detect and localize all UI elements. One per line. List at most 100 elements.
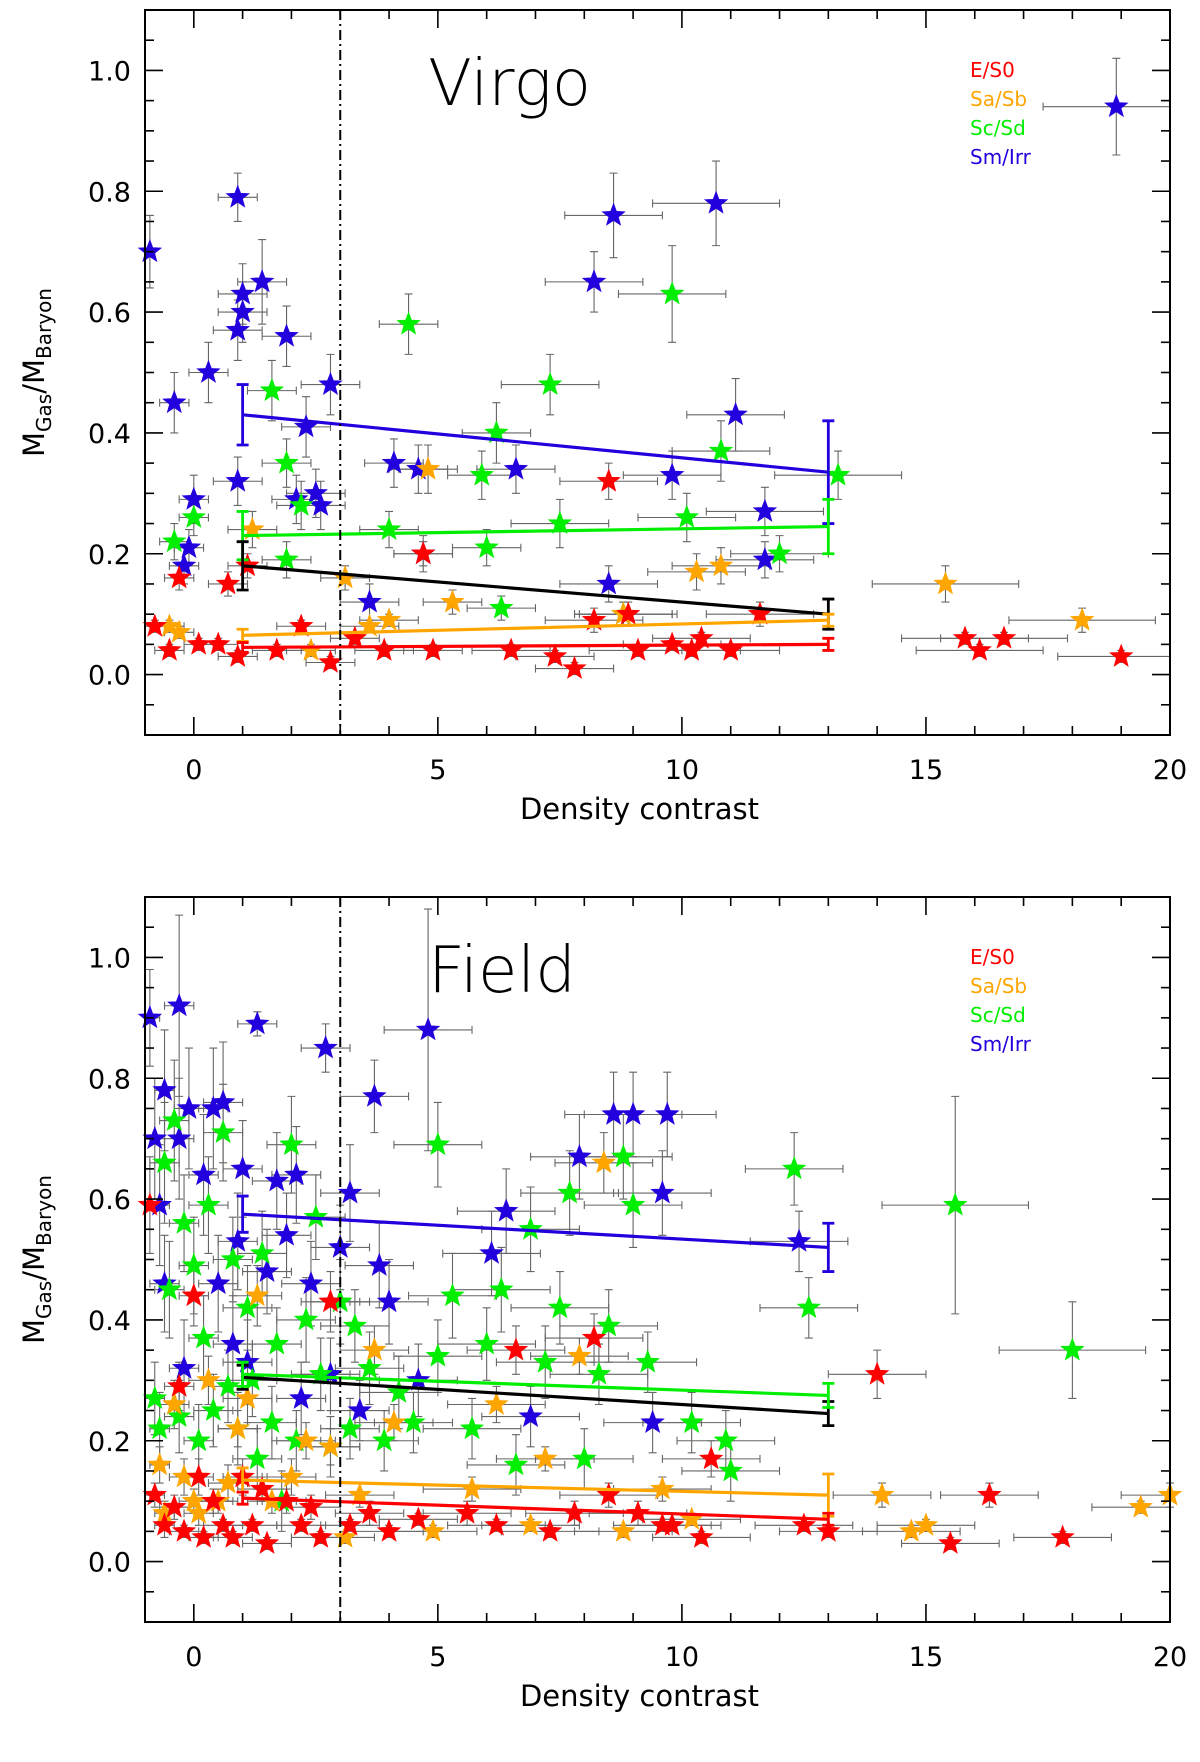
virgo-star-es0 (166, 565, 192, 589)
field-star-scsd (279, 1131, 304, 1156)
virgo-star-scsd (489, 595, 514, 619)
virgo-star-sasb (708, 552, 734, 577)
field-star-scsd (342, 1313, 368, 1337)
virgo-star-scsd (274, 450, 299, 474)
virgo-x-axis-label: Density contrast (520, 792, 759, 826)
field-star-smirr (274, 1222, 299, 1246)
field-star-sasb (567, 1343, 592, 1367)
field-legend-smirr: Sm/Irr (970, 1032, 1032, 1056)
field-errbar-sasb (1091, 1500, 1171, 1514)
virgo-star-smirr (274, 323, 299, 347)
field-axis-ticks: 0 5 10 15 20 0.0 0.2 0.4 0.6 0.8 1.0 (88, 896, 1187, 1673)
field-star-scsd (572, 1446, 597, 1470)
virgo-ytick-label: 0.6 (88, 298, 131, 329)
field-star-smirr (313, 1035, 338, 1059)
field-star-scsd (781, 1156, 807, 1180)
virgo-star-smirr (225, 184, 251, 208)
field-star-scsd (264, 1331, 290, 1355)
virgo-star-es0 (952, 625, 978, 649)
field-star-scsd (357, 1355, 382, 1379)
virgo-trend-err-smirr (236, 383, 249, 447)
field-star-es0 (454, 1500, 480, 1524)
field-star-scsd (220, 1246, 246, 1270)
field-star-scsd (635, 1349, 661, 1373)
field-star-scsd (489, 1276, 514, 1301)
virgo-star-smirr (137, 238, 163, 263)
virgo-ytick-label: 0.8 (88, 177, 131, 208)
virgo-ytick-label: 0.2 (88, 540, 131, 571)
field-star-smirr (298, 1270, 324, 1295)
field-star-smirr (284, 1162, 309, 1186)
field-star-scsd (796, 1294, 822, 1319)
field-star-smirr (347, 1397, 373, 1421)
field-star-scsd (293, 1307, 319, 1331)
field-star-es0 (698, 1446, 724, 1470)
virgo-trend-sasb (242, 618, 829, 637)
field-star-scsd (718, 1458, 743, 1482)
field-trend-err-es0 (236, 1490, 249, 1506)
virgo-star-smirr (1104, 93, 1129, 118)
virgo-xtick-label: 15 (909, 755, 943, 786)
virgo-trend-err-es0 (236, 641, 249, 654)
field-star-smirr (654, 1101, 680, 1125)
virgo-star-sasb (440, 589, 465, 613)
field-star-sasb (147, 1452, 172, 1476)
virgo-star-smirr (249, 269, 275, 293)
virgo-star-es0 (718, 637, 743, 661)
field-trend-err-scsd (822, 1381, 835, 1409)
field-star-scsd (532, 1349, 558, 1373)
virgo-star-es0 (967, 637, 992, 661)
field-star-scsd (147, 1415, 172, 1440)
field-star-es0 (791, 1512, 817, 1536)
field-trend-sasb (242, 1478, 829, 1497)
virgo-star-scsd (474, 534, 499, 559)
field-star-scsd (186, 1427, 211, 1452)
virgo-panel: 0 5 10 15 20 0.0 0.2 0.4 0.6 0.8 1.0 Virgo E/S0 Sa… (17, 9, 1187, 826)
field-star-sasb (162, 1391, 187, 1415)
virgo-star-sasb (684, 559, 709, 583)
field-star-es0 (201, 1488, 226, 1512)
virgo-star-smirr (181, 486, 207, 510)
field-star-sasb (347, 1482, 373, 1506)
virgo-star-scsd (708, 438, 734, 462)
field-star-smirr (137, 1004, 163, 1029)
virgo-star-smirr (596, 571, 621, 595)
field-star-smirr (205, 1270, 231, 1295)
field-star-scsd (503, 1452, 529, 1476)
virgo-star-es0 (288, 613, 314, 637)
field-star-es0 (337, 1512, 363, 1536)
field-trend-lines (236, 1194, 835, 1527)
field-star-es0 (938, 1530, 963, 1554)
field-star-smirr (337, 1180, 363, 1204)
field-star-smirr (518, 1403, 543, 1427)
field-star-scsd (152, 1149, 177, 1174)
field-star-scsd (162, 1107, 187, 1131)
virgo-star-sasb (166, 619, 192, 643)
field-ylabel-slash: /M (17, 1246, 51, 1281)
field-star-sasb (235, 1385, 260, 1409)
field-star-scsd (181, 1252, 207, 1276)
field-star-es0 (162, 1494, 187, 1518)
field-star-smirr (166, 992, 192, 1017)
field-panel-title: Field (428, 934, 576, 1008)
field-star-smirr (244, 1011, 270, 1035)
field-star-scsd (425, 1343, 451, 1367)
field-star-es0 (137, 1192, 163, 1216)
field-star-smirr (479, 1240, 504, 1264)
field-star-es0 (537, 1518, 563, 1542)
field-star-scsd (547, 1294, 573, 1319)
field-xtick-label: 10 (665, 1642, 699, 1673)
virgo-xtick-label: 20 (1153, 755, 1187, 786)
virgo-trend-es0 (242, 642, 829, 649)
field-legend-sasb: Sa/Sb (970, 974, 1027, 998)
virgo-star-smirr (230, 299, 255, 323)
virgo-star-scsd (396, 311, 421, 335)
virgo-star-smirr (303, 480, 329, 504)
field-ylabel-m: M (17, 1319, 51, 1344)
virgo-star-es0 (596, 468, 621, 492)
field-star-sasb (611, 1518, 636, 1542)
field-star-scsd (303, 1204, 329, 1228)
field-star-scsd (611, 1143, 636, 1168)
field-star-scsd (425, 1131, 451, 1156)
virgo-legend-smirr: Sm/Irr (970, 145, 1032, 169)
